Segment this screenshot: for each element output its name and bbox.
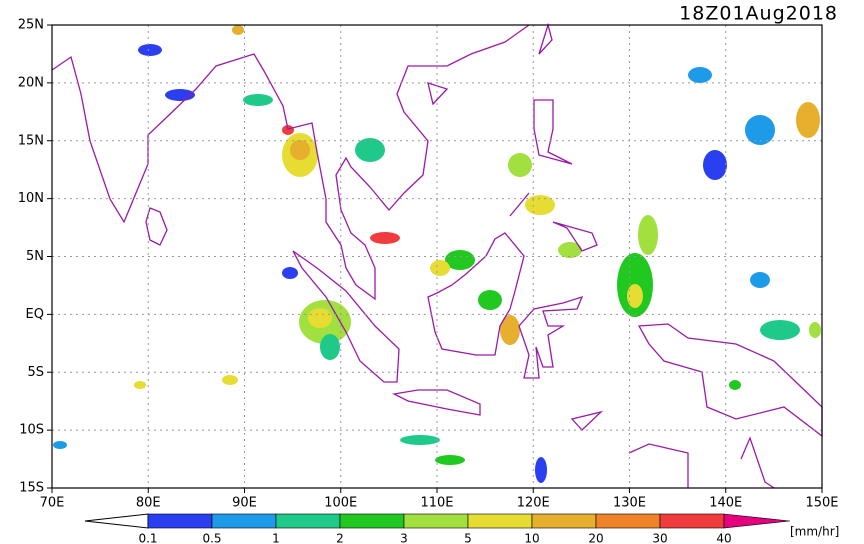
lat-label: 5N: [26, 249, 44, 264]
level-label: 5: [464, 532, 472, 544]
level-label: 30: [652, 532, 667, 544]
rain-patch: [525, 195, 555, 215]
rain-patch: [750, 272, 770, 288]
lon-label: 100E: [324, 496, 357, 511]
lon-label: 120E: [517, 496, 550, 511]
lat-label: 15S: [19, 481, 44, 496]
lon-label: 150E: [805, 496, 838, 511]
rain-patch: [745, 115, 775, 145]
unit-label: [mm/hr]: [790, 525, 839, 539]
colorbar-cell: [531, 513, 597, 529]
colorbar-cell: [467, 513, 533, 529]
rain-patch: [53, 441, 67, 449]
lon-label: 70E: [40, 496, 65, 511]
colorbar-cell: [275, 513, 341, 529]
map-frame: [51, 24, 823, 489]
colorbar-cell: [595, 513, 661, 529]
rain-patch: [500, 315, 520, 345]
lat-label: 10N: [18, 191, 44, 206]
rain-patch: [638, 215, 658, 255]
lat-label: 20N: [18, 75, 44, 90]
map-title: 18Z01Aug2018: [679, 3, 838, 25]
rain-patch: [243, 94, 273, 106]
colorbar-cell: [211, 513, 277, 529]
rain-patch: [134, 381, 146, 389]
lon-label: 80E: [136, 496, 161, 511]
lon-label: 140E: [709, 496, 742, 511]
level-label: 10: [524, 532, 539, 544]
lat-label: 25N: [18, 18, 44, 33]
rain-patch: [282, 267, 298, 279]
rain-patch: [320, 334, 340, 360]
level-label: 2: [336, 532, 344, 544]
lat-label: 5S: [27, 365, 44, 380]
rain-patch: [809, 322, 821, 338]
level-label: 20: [588, 532, 603, 544]
rain-patch: [760, 320, 800, 340]
level-label: 1: [272, 532, 280, 544]
rain-patch: [138, 44, 162, 56]
rain-patch: [430, 260, 450, 276]
rain-patch: [355, 138, 385, 162]
colorbar-cell: [403, 513, 469, 529]
rain-patch: [308, 308, 332, 328]
colorbar-high: [723, 513, 791, 529]
rain-patch: [282, 125, 294, 135]
rain-patch: [508, 153, 532, 177]
colorbar-cell: [659, 513, 725, 529]
rain-patch: [478, 290, 502, 310]
rain-patch: [688, 67, 712, 83]
rain-patch: [290, 140, 310, 160]
rain-patch: [400, 435, 440, 445]
lon-label: 110E: [420, 496, 453, 511]
colorbar-cell: [339, 513, 405, 529]
rain-patch: [729, 380, 741, 390]
rain-patch: [627, 284, 643, 308]
rain-patch: [796, 102, 820, 138]
colorbar-low: [84, 513, 149, 529]
rain-patch: [558, 242, 582, 258]
level-label: 0.5: [202, 532, 221, 544]
rain-patch: [370, 232, 400, 244]
lon-label: 90E: [232, 496, 257, 511]
lat-label: 10S: [19, 423, 44, 438]
precipitation: [53, 25, 821, 483]
lat-label: 15N: [18, 133, 44, 148]
lat-label: EQ: [26, 307, 44, 322]
colorbar-cell: [147, 513, 213, 529]
rain-patch: [222, 375, 238, 385]
rain-patch: [703, 150, 727, 180]
lon-label: 130E: [613, 496, 646, 511]
rain-patch: [232, 25, 244, 35]
level-label: 0.1: [138, 532, 157, 544]
rain-patch: [435, 455, 465, 465]
rain-patch: [445, 250, 475, 270]
rain-patch: [535, 457, 547, 483]
level-label: 3: [400, 532, 408, 544]
level-label: 40: [716, 532, 731, 544]
